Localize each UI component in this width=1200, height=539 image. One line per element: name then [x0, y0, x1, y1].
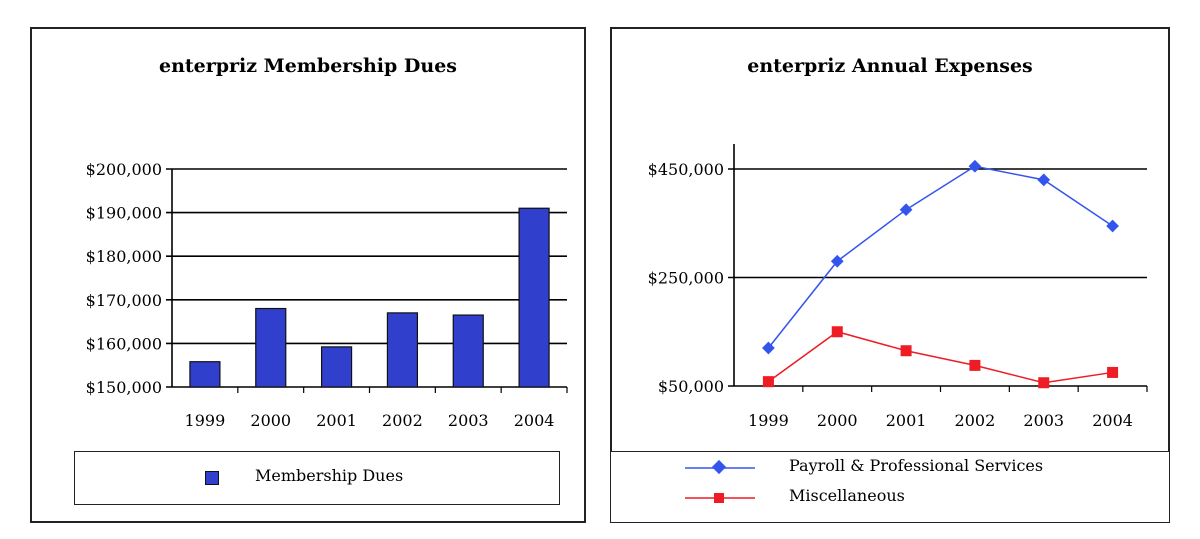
x-tick-label: 2004 [1092, 411, 1133, 430]
data-point-diamond [762, 341, 775, 355]
y-tick-label: $160,000 [86, 334, 162, 353]
bar [320, 346, 353, 388]
y-tick-label: $200,000 [86, 160, 162, 179]
bar [386, 312, 419, 388]
x-tick-label: 2004 [514, 411, 555, 430]
y-tick-label: $450,000 [648, 160, 724, 179]
y-tick-label: $170,000 [86, 291, 162, 310]
data-point-square [1038, 377, 1050, 389]
chart-legend: Membership Dues [74, 451, 560, 505]
x-tick-label: 2003 [448, 411, 489, 430]
bar [452, 314, 484, 388]
bar [255, 307, 287, 388]
data-point-diamond [968, 159, 982, 173]
legend-markers [685, 459, 755, 503]
data-point-square [969, 359, 981, 371]
membership-dues-chart: enterpriz Membership Dues $150,000 $160,0… [30, 27, 586, 523]
x-tick-label: 2002 [382, 411, 423, 430]
y-tick-label: $50,000 [658, 377, 724, 396]
data-point-square [831, 326, 843, 338]
bar [189, 361, 221, 388]
legend-label: Payroll & Professional Services [789, 456, 1044, 475]
bar-chart-plot: $150,000 $160,000 $170,000 $180,000 $190,000… [86, 160, 568, 430]
data-point-diamond [1037, 173, 1051, 187]
x-tick-label: 2001 [886, 411, 927, 430]
data-point-square [900, 345, 912, 357]
series-line-payroll [767, 165, 1114, 349]
bar [518, 207, 550, 388]
y-tick-label: $180,000 [86, 247, 162, 266]
chart-title: enterpriz Membership Dues [158, 55, 457, 77]
y-tick-label: $250,000 [648, 269, 724, 288]
data-point-diamond [899, 203, 913, 217]
x-tick-label: 1999 [185, 411, 226, 430]
y-tick-label: $190,000 [86, 204, 162, 223]
chart-legend: Payroll & Professional Services Miscella… [610, 451, 1170, 523]
x-tick-label: 2001 [316, 411, 357, 430]
x-tick-label: 2003 [1023, 411, 1064, 430]
line-chart-plot: $50,000 $250,000 $450,000 1999 2000 2001 2002 2… [648, 144, 1148, 430]
data-point-square [762, 376, 774, 388]
x-tick-label: 2002 [955, 411, 996, 430]
x-tick-label: 1999 [748, 411, 789, 430]
chart-title: enterpriz Annual Expenses [747, 55, 1033, 77]
data-point-square [1107, 366, 1119, 378]
legend-marker-square [714, 493, 724, 503]
series-line-misc [767, 330, 1113, 384]
data-point-diamond [1106, 219, 1119, 233]
annual-expenses-chart: enterpriz Annual Expenses $50,000 $250,00… [610, 27, 1170, 523]
legend-swatch-bar [205, 471, 219, 485]
legend-label: Membership Dues [255, 466, 404, 485]
y-tick-label: $150,000 [86, 378, 162, 397]
legend-label: Miscellaneous [789, 486, 905, 505]
legend-marker-diamond [711, 459, 727, 475]
x-tick-label: 2000 [817, 411, 858, 430]
x-tick-label: 2000 [250, 411, 291, 430]
